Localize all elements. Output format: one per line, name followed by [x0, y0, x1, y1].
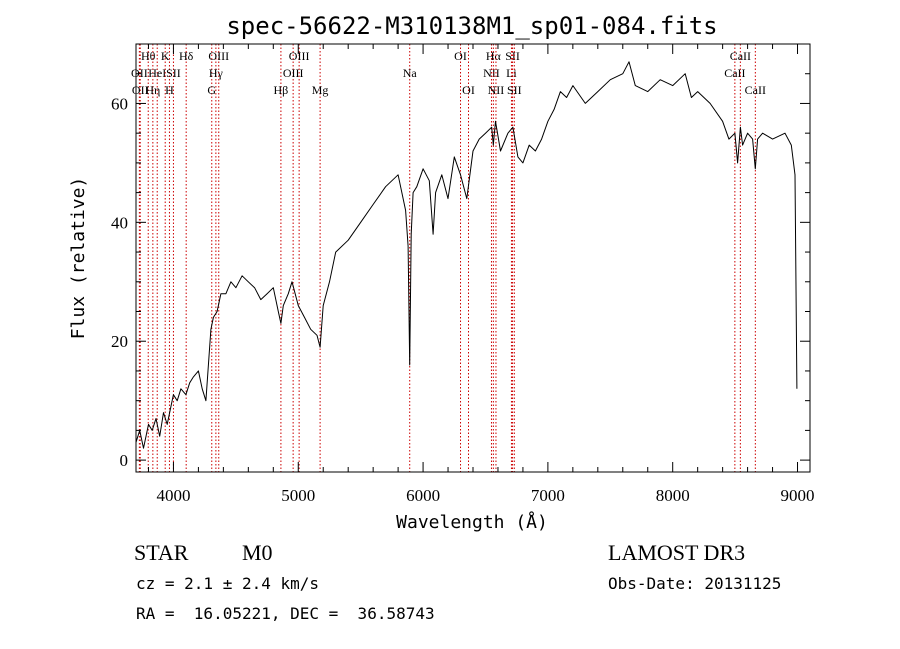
- x-tick-label-2: 6000: [406, 486, 440, 505]
- spectrum-series: [135, 61, 798, 449]
- x-axis-label: Wavelength (Å): [396, 511, 548, 533]
- x-tick-label-3: 7000: [531, 486, 565, 505]
- line-marker-label-5: K: [161, 49, 170, 63]
- y-tick-label-0: 0: [120, 451, 129, 470]
- line-marker-label-11: OIII: [208, 49, 229, 63]
- line-marker-label-0: OII: [131, 66, 148, 80]
- x-tick-label-5: 9000: [781, 486, 815, 505]
- line-marker-label-26: CaII: [730, 49, 751, 63]
- line-marker-label-19: NII: [483, 66, 500, 80]
- line-marker-label-25: CaII: [724, 66, 745, 80]
- line-marker-label-9: G: [207, 83, 216, 97]
- observation-date: Obs-Date: 20131125: [608, 574, 782, 593]
- object-subclass: M0: [242, 540, 273, 565]
- line-marker-label-23: SII: [505, 49, 520, 63]
- line-marker-label-22: Li: [506, 66, 517, 80]
- line-marker-label-14: OIII: [289, 49, 310, 63]
- line-marker-label-12: Hβ: [274, 83, 289, 97]
- line-marker-label-13: OIII: [283, 66, 304, 80]
- line-marker-label-15: Mg: [312, 83, 329, 97]
- x-tick-label-4: 8000: [656, 486, 690, 505]
- line-marker-label-17: OI: [454, 49, 467, 63]
- line-marker-label-3: Hη: [145, 83, 160, 97]
- redshift-cz: cz = 2.1 ± 2.4 km/s: [136, 574, 320, 593]
- survey-name: LAMOST DR3: [608, 540, 746, 565]
- line-marker-label-24: SII: [507, 83, 522, 97]
- line-marker-label-10: Hγ: [209, 66, 224, 80]
- line-marker-label-2: Hθ: [141, 49, 156, 63]
- chart-title: spec-56622-M310138M1_sp01-084.fits: [226, 12, 717, 40]
- y-axis-label: Flux (relative): [68, 177, 89, 340]
- line-marker-label-16: Na: [403, 66, 418, 80]
- line-marker-label-18: OI: [462, 83, 475, 97]
- y-tick-label-1: 20: [111, 332, 128, 351]
- y-tick-label-3: 60: [111, 94, 128, 113]
- line-marker-label-8: Hδ: [179, 49, 194, 63]
- line-marker-label-7: SII: [166, 66, 181, 80]
- x-axis: 4000 5000 6000 7000 8000 9000: [147, 44, 815, 505]
- line-marker-label-21: NII: [488, 83, 505, 97]
- y-tick-label-2: 40: [111, 213, 128, 232]
- object-class: STAR: [134, 540, 189, 565]
- emission-line-markers: OIIOIIHθHηHeIKHSIIHδGHγOIIIHβOIIIOIIIMgN…: [131, 44, 766, 472]
- line-marker-label-27: CaII: [745, 83, 766, 97]
- coordinates: RA = 16.05221, DEC = 36.58743: [136, 604, 435, 623]
- line-marker-label-20: Hα: [486, 49, 502, 63]
- line-marker-label-4: HeI: [148, 66, 166, 80]
- y-axis: 0 20 40 60: [111, 43, 810, 470]
- x-tick-label-0: 4000: [156, 486, 190, 505]
- plot-frame: [135, 43, 811, 473]
- line-marker-label-6: H: [165, 83, 174, 97]
- series-line-spectrum: [135, 61, 798, 449]
- x-tick-label-1: 5000: [281, 486, 315, 505]
